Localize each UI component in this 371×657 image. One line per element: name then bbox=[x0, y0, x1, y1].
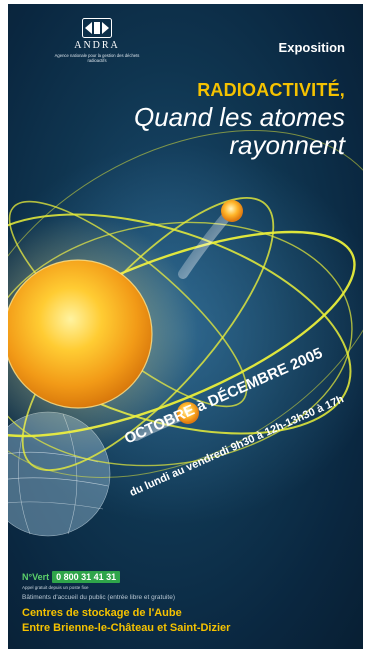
poster-subtitle-line1: Quand les atomes bbox=[133, 102, 345, 132]
andra-logo: ANDRA Agence nationale pour la gestion d… bbox=[52, 18, 142, 63]
orbit-ring bbox=[8, 221, 353, 467]
orbit-ring bbox=[8, 130, 363, 478]
nucleus bbox=[8, 260, 152, 408]
electron bbox=[177, 402, 199, 424]
toll-free-label: N°Vert bbox=[22, 572, 50, 582]
exhibition-poster: ANDRA Agence nationale pour la gestion d… bbox=[8, 4, 363, 649]
logo-tagline: Agence nationale pour la gestion des déc… bbox=[54, 53, 140, 63]
visit-info: Bâtiments d'accueil du public (entrée li… bbox=[22, 594, 175, 601]
location-line1: Centres de stockage de l'Aube bbox=[22, 607, 182, 619]
andra-logo-icon bbox=[82, 18, 112, 38]
poster-subtitle-line2: rayonnent bbox=[229, 130, 345, 160]
poster-title: RADIOACTIVITÉ, bbox=[197, 80, 345, 100]
phone-number: 0 800 31 41 31 bbox=[52, 571, 121, 583]
electron bbox=[221, 200, 243, 222]
phone-note: Appel gratuit depuis un poste fixe bbox=[22, 585, 89, 590]
atom-illustration bbox=[8, 130, 363, 537]
exhibition-label: Exposition bbox=[278, 40, 345, 55]
logo-name: ANDRA bbox=[74, 40, 120, 51]
location-line2: Entre Brienne-le-Château et Saint-Dizier bbox=[22, 622, 231, 634]
toll-free-phone: N°Vert 0 800 31 41 31 bbox=[22, 571, 121, 583]
